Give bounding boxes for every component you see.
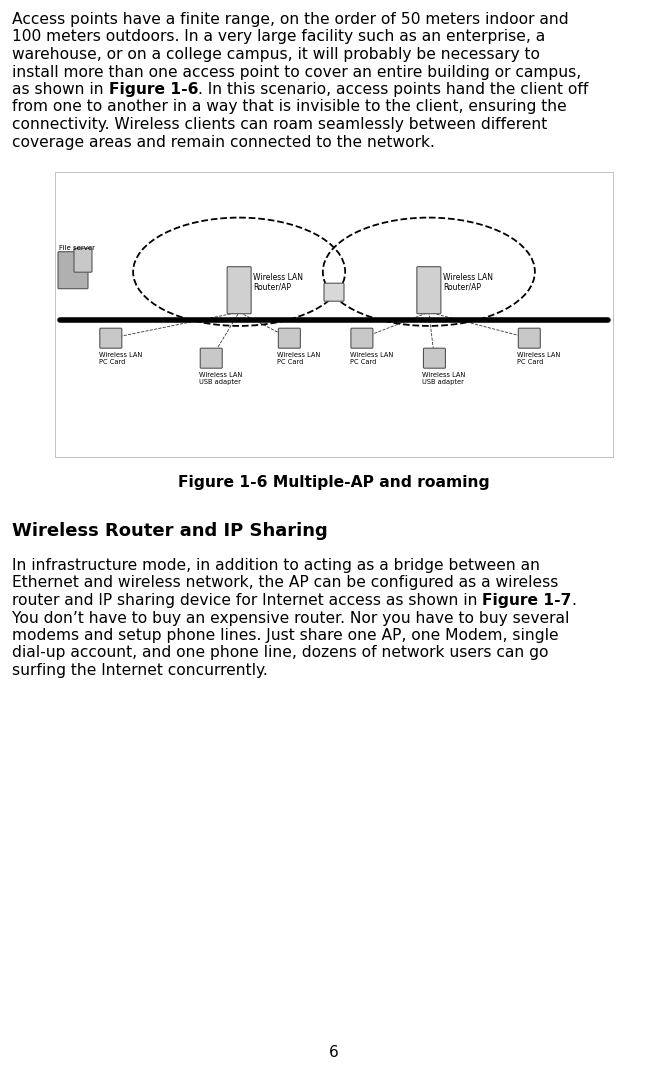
Text: Access points have a finite range, on the order of 50 meters indoor and: Access points have a finite range, on th… — [12, 12, 568, 27]
Text: Wireless Router and IP Sharing: Wireless Router and IP Sharing — [12, 522, 328, 540]
Text: surfing the Internet concurrently.: surfing the Internet concurrently. — [12, 663, 268, 678]
FancyBboxPatch shape — [279, 328, 301, 348]
FancyBboxPatch shape — [417, 266, 441, 314]
Text: from one to another in a way that is invisible to the client, ensuring the: from one to another in a way that is inv… — [12, 99, 566, 115]
FancyBboxPatch shape — [74, 248, 92, 273]
FancyBboxPatch shape — [100, 328, 122, 348]
FancyBboxPatch shape — [200, 348, 222, 368]
Text: router and IP sharing device for Internet access as shown in: router and IP sharing device for Interne… — [12, 593, 482, 608]
Text: Wireless LAN
PC Card: Wireless LAN PC Card — [99, 353, 142, 365]
Text: . In this scenario, access points hand the client off: . In this scenario, access points hand t… — [198, 82, 589, 97]
Text: In infrastructure mode, in addition to acting as a bridge between an: In infrastructure mode, in addition to a… — [12, 558, 540, 573]
FancyBboxPatch shape — [424, 348, 446, 368]
Text: connectivity. Wireless clients can roam seamlessly between different: connectivity. Wireless clients can roam … — [12, 117, 547, 132]
Bar — [55, 173, 613, 457]
FancyBboxPatch shape — [227, 266, 251, 314]
Text: Wireless LAN
PC Card: Wireless LAN PC Card — [277, 353, 321, 365]
Text: coverage areas and remain connected to the network.: coverage areas and remain connected to t… — [12, 134, 435, 149]
Text: Wireless LAN
USB adapter: Wireless LAN USB adapter — [199, 372, 242, 386]
Text: modems and setup phone lines. Just share one AP, one Modem, single: modems and setup phone lines. Just share… — [12, 628, 558, 643]
Text: Figure 1-6 Multiple-AP and roaming: Figure 1-6 Multiple-AP and roaming — [178, 475, 490, 490]
Text: .: . — [572, 593, 576, 608]
Text: Wireless LAN
Router/AP: Wireless LAN Router/AP — [443, 273, 493, 292]
Text: as shown in: as shown in — [12, 82, 108, 97]
Text: install more than one access point to cover an entire building or campus,: install more than one access point to co… — [12, 65, 581, 80]
FancyBboxPatch shape — [518, 328, 540, 348]
Text: Wireless LAN
Router/AP: Wireless LAN Router/AP — [253, 273, 303, 292]
Text: 6: 6 — [329, 1045, 339, 1060]
Text: Wireless LAN
USB adapter: Wireless LAN USB adapter — [422, 372, 466, 386]
Text: You don’t have to buy an expensive router. Nor you have to buy several: You don’t have to buy an expensive route… — [12, 610, 569, 625]
Text: Ethernet and wireless network, the AP can be configured as a wireless: Ethernet and wireless network, the AP ca… — [12, 575, 558, 590]
Text: Wireless LAN
PC Card: Wireless LAN PC Card — [517, 353, 560, 365]
FancyBboxPatch shape — [324, 283, 344, 301]
Text: Wireless LAN
PC Card: Wireless LAN PC Card — [350, 353, 393, 365]
Text: Figure 1-7: Figure 1-7 — [482, 593, 572, 608]
FancyBboxPatch shape — [58, 251, 88, 289]
FancyBboxPatch shape — [351, 328, 373, 348]
Text: warehouse, or on a college campus, it will probably be necessary to: warehouse, or on a college campus, it wi… — [12, 47, 540, 62]
Text: 100 meters outdoors. In a very large facility such as an enterprise, a: 100 meters outdoors. In a very large fac… — [12, 30, 545, 45]
Text: dial-up account, and one phone line, dozens of network users can go: dial-up account, and one phone line, doz… — [12, 645, 548, 660]
Text: Figure 1-6: Figure 1-6 — [108, 82, 198, 97]
Text: File server: File server — [59, 245, 95, 251]
